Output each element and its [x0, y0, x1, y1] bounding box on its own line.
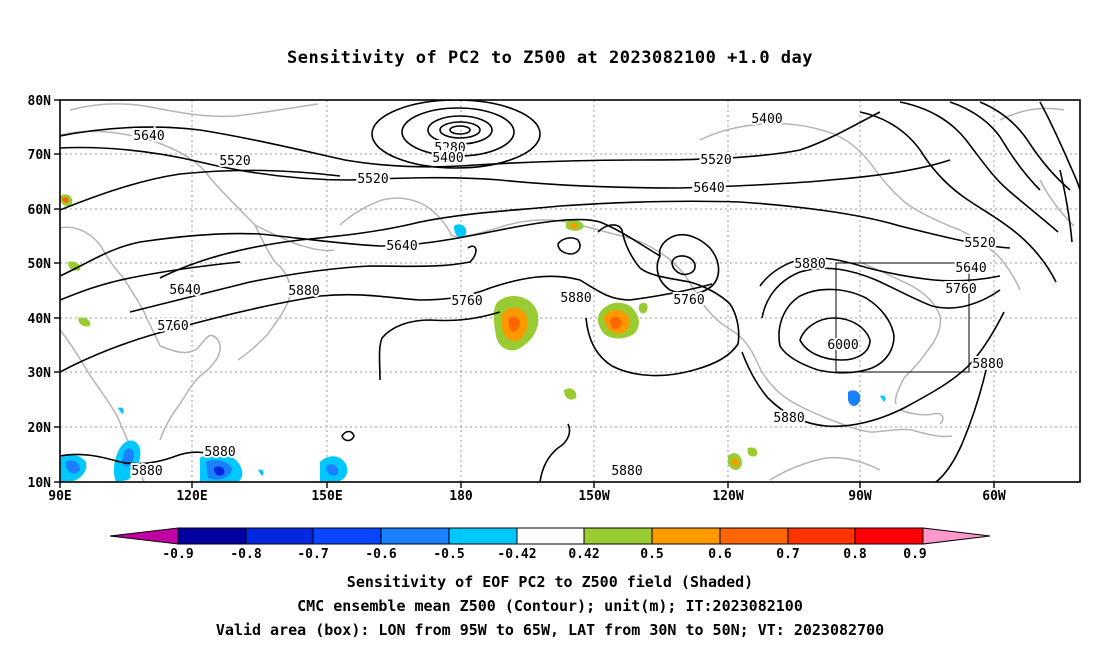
- contour-label: 5880: [794, 257, 825, 272]
- sensitivity-shading: [60, 194, 886, 482]
- contour-label: 5400: [751, 112, 782, 127]
- colorbar-label: 0.6: [708, 547, 732, 562]
- z500-contours: [60, 100, 1080, 482]
- contour-label: 5880: [131, 464, 162, 479]
- contour-label: 5520: [964, 236, 995, 251]
- contour-label: 6000: [827, 338, 858, 353]
- lat-label: 80N: [28, 94, 52, 109]
- colorbar-label: -0.9: [162, 547, 193, 562]
- colorbar-label: 0.42: [568, 547, 599, 562]
- contour-label: 5640: [133, 129, 164, 144]
- contour-label: 5520: [357, 172, 388, 187]
- lon-labels: 90E 120E 150E 180 150W 120W 90W 60W: [48, 489, 1006, 504]
- contour-labels: 5640 5520 5520 5640 5640 5760 5880 5280 …: [129, 110, 1005, 481]
- colorbar-segment: [719, 527, 789, 545]
- colorbar-segment: [109, 527, 179, 545]
- colorbar-segment: [448, 527, 518, 545]
- contour-label: 5520: [700, 153, 731, 168]
- colorbar-label: 0.9: [903, 547, 926, 562]
- lat-label: 10N: [28, 476, 52, 491]
- contour-label: 5880: [204, 445, 235, 460]
- colorbar-label: -0.5: [433, 547, 464, 562]
- colorbar-label: -0.8: [230, 547, 261, 562]
- colorbar-segment: [787, 527, 856, 545]
- contour-label: 5760: [157, 319, 188, 334]
- lon-label: 180: [449, 489, 473, 504]
- contour-label: 5760: [451, 294, 482, 309]
- colorbar-label: -0.6: [365, 547, 396, 562]
- contour-label: 5880: [560, 291, 591, 306]
- contour-label: 5280: [434, 141, 465, 156]
- lat-label: 40N: [28, 312, 52, 327]
- contour-label: 5880: [773, 411, 804, 426]
- colorbar: [109, 527, 991, 545]
- contour-label: 5880: [288, 284, 319, 299]
- contour-label: 5640: [169, 283, 200, 298]
- lat-label: 50N: [28, 257, 52, 272]
- valid-area-box: [835, 262, 970, 373]
- contour-label: 5400: [432, 151, 463, 166]
- contour-label: 5640: [693, 181, 724, 196]
- lon-label: 150E: [311, 489, 342, 504]
- lon-label: 90E: [48, 489, 71, 504]
- colorbar-segment: [651, 527, 721, 545]
- colorbar-segment: [922, 527, 991, 545]
- caption-line-1: Sensitivity of EOF PC2 to Z500 field (Sh…: [346, 573, 754, 591]
- contour-label: 5880: [972, 357, 1003, 372]
- tick-marks: [54, 99, 995, 488]
- colorbar-segment: [380, 527, 450, 545]
- map-title: Sensitivity of PC2 to Z500 at 2023082100…: [286, 48, 813, 68]
- colorbar-segment: [854, 527, 924, 545]
- colorbar-label: -0.7: [297, 547, 328, 562]
- colorbar-segment: [245, 527, 314, 545]
- coastlines: [60, 103, 1075, 482]
- contour-label: 5640: [955, 261, 986, 276]
- contour-label: 5880: [611, 464, 642, 479]
- contour-label: 5520: [219, 154, 250, 169]
- lon-label: 120E: [176, 489, 207, 504]
- lat-label: 20N: [28, 421, 52, 436]
- contour-label: 5760: [945, 282, 976, 297]
- contour-label: 5640: [386, 239, 417, 254]
- lon-label: 60W: [982, 489, 1006, 504]
- caption-line-2: CMC ensemble mean Z500 (Contour); unit(m…: [297, 597, 803, 615]
- colorbar-label: 0.5: [640, 547, 663, 562]
- contour-label: 5760: [673, 293, 704, 308]
- colorbar-segment: [177, 527, 247, 545]
- colorbar-label: -0.42: [497, 547, 536, 562]
- lon-label: 90W: [848, 489, 872, 504]
- colorbar-segment: [516, 527, 585, 545]
- lat-label: 30N: [28, 366, 52, 381]
- lat-label: 70N: [28, 148, 52, 163]
- colorbar-label: 0.8: [843, 547, 867, 562]
- colorbar-label: 0.7: [776, 547, 799, 562]
- caption-line-3: Valid area (box): LON from 95W to 65W, L…: [215, 621, 885, 639]
- lon-label: 150W: [578, 489, 609, 504]
- colorbar-labels: -0.9 -0.8 -0.7 -0.6 -0.5 -0.42 0.42 0.5 …: [162, 547, 926, 562]
- map-frame: [59, 99, 1081, 483]
- lat-label: 60N: [28, 203, 52, 218]
- colorbar-segment: [583, 527, 653, 545]
- lon-label: 120W: [712, 489, 743, 504]
- colorbar-segment: [312, 527, 382, 545]
- lat-labels: 80N 70N 60N 50N 40N 30N 20N 10N: [28, 94, 52, 491]
